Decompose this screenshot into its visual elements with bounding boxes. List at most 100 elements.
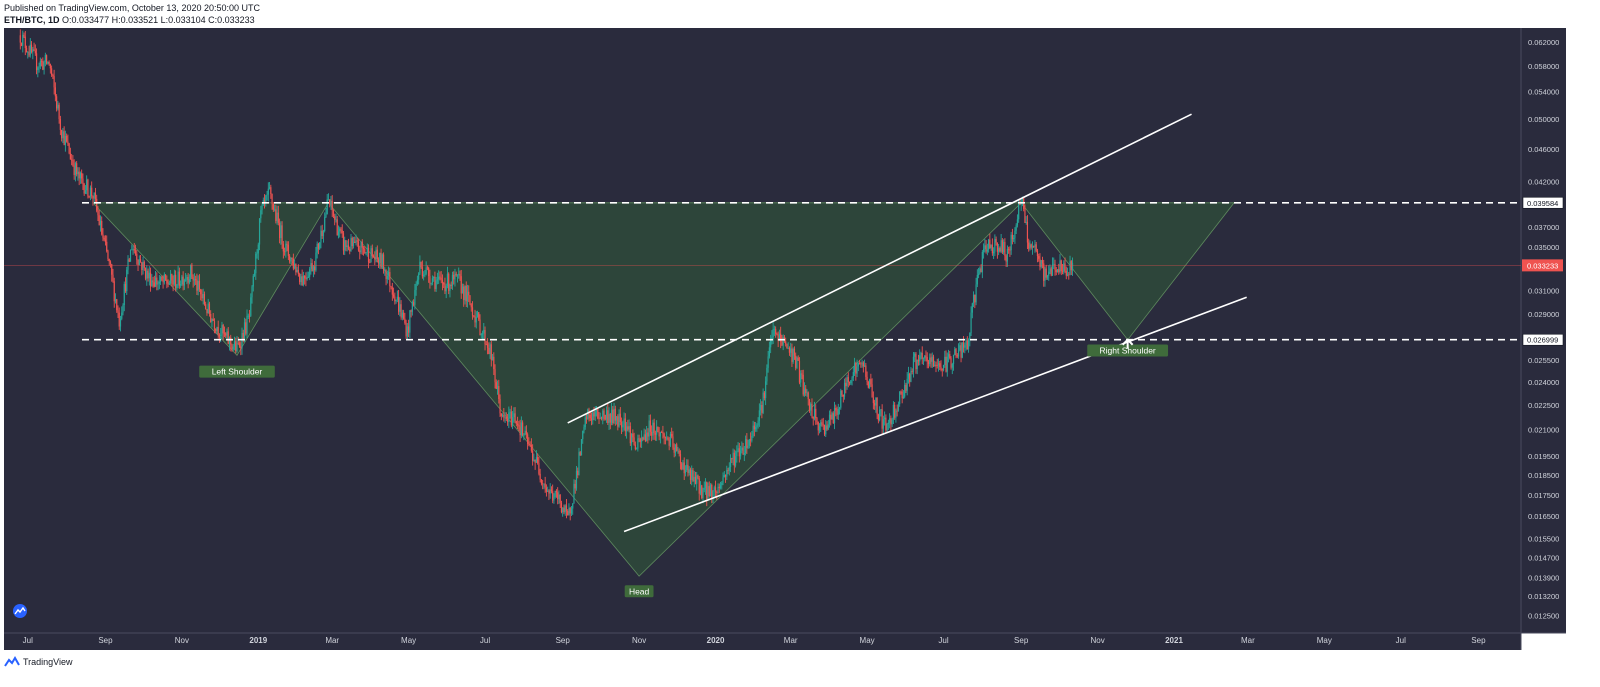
candle-body bbox=[379, 252, 381, 264]
candle-body bbox=[863, 365, 866, 367]
candle-body bbox=[408, 326, 410, 333]
candle-body bbox=[818, 426, 821, 431]
trend-line-1[interactable] bbox=[567, 113, 1192, 424]
candle-body bbox=[461, 286, 464, 294]
candle-body bbox=[420, 261, 422, 268]
candle-body bbox=[22, 34, 24, 46]
candle-body bbox=[505, 417, 507, 419]
candle-body bbox=[544, 483, 546, 488]
candle-body bbox=[241, 332, 243, 349]
candle-body bbox=[760, 404, 762, 411]
y-tick-label: 0.054000 bbox=[1528, 88, 1559, 97]
candle-body bbox=[162, 280, 164, 283]
candle-body bbox=[580, 439, 583, 456]
candle-body bbox=[296, 269, 298, 273]
candle-body bbox=[763, 392, 765, 398]
candle-body bbox=[39, 61, 41, 67]
price-axis[interactable] bbox=[1521, 28, 1566, 633]
candle-body bbox=[251, 286, 253, 298]
candle-body bbox=[1024, 208, 1026, 223]
candle-body bbox=[459, 274, 461, 277]
candle-body bbox=[806, 392, 808, 394]
candle-body bbox=[654, 433, 656, 435]
candle-body bbox=[304, 275, 306, 279]
x-tick-label: Sep bbox=[556, 636, 571, 645]
candle-body bbox=[545, 487, 548, 492]
candle-body bbox=[866, 376, 868, 383]
candle-body bbox=[301, 276, 303, 285]
symbol-line: ETH/BTC, 1D O:0.033477 H:0.033521 L:0.03… bbox=[4, 14, 260, 26]
candle-body bbox=[560, 502, 563, 513]
time-axis[interactable] bbox=[4, 633, 1521, 650]
candle-body bbox=[957, 350, 960, 357]
candle-body bbox=[617, 416, 619, 427]
candle-body bbox=[443, 283, 445, 285]
candle-body bbox=[939, 363, 941, 367]
candle-body bbox=[952, 355, 955, 364]
candle-body bbox=[32, 49, 34, 53]
candle-body bbox=[954, 349, 956, 356]
candle-body bbox=[360, 241, 362, 253]
candle-body bbox=[423, 274, 425, 277]
candle-body bbox=[335, 219, 337, 221]
candle-body bbox=[297, 269, 299, 275]
candle-body bbox=[220, 334, 222, 336]
y-tick-label: 0.058000 bbox=[1528, 62, 1559, 71]
candle-body bbox=[553, 497, 555, 501]
candle-body bbox=[325, 214, 327, 218]
candle-body bbox=[548, 490, 550, 494]
candle-body bbox=[756, 425, 758, 427]
candle-body bbox=[464, 285, 466, 301]
candle-body bbox=[990, 244, 992, 248]
footer-brand[interactable]: TradingView bbox=[4, 655, 73, 669]
candle-body bbox=[255, 253, 257, 274]
candle-body bbox=[213, 320, 216, 329]
candle-body bbox=[273, 209, 276, 211]
candle-body bbox=[406, 326, 408, 337]
candle-body bbox=[974, 295, 976, 303]
candle-body bbox=[731, 458, 733, 460]
candle-body bbox=[524, 430, 526, 435]
candle-body bbox=[489, 344, 491, 355]
candle-body bbox=[252, 275, 254, 287]
candle-body bbox=[936, 365, 938, 366]
candle-body bbox=[278, 222, 281, 239]
y-tick-label: 0.035000 bbox=[1528, 243, 1559, 252]
candle-body bbox=[875, 397, 877, 406]
candle-body bbox=[124, 284, 127, 292]
candle-body bbox=[352, 241, 355, 247]
x-tick-label: Nov bbox=[1090, 636, 1104, 645]
candle-body bbox=[884, 417, 886, 420]
candle-body bbox=[941, 369, 943, 371]
candle-body bbox=[138, 259, 140, 265]
candle-body bbox=[574, 483, 576, 489]
candle-body bbox=[924, 355, 926, 359]
candle-body bbox=[1058, 269, 1060, 273]
candle-body bbox=[387, 272, 390, 276]
candle-body bbox=[870, 379, 872, 385]
trend-line-2[interactable] bbox=[623, 296, 1247, 533]
candle-body bbox=[69, 153, 71, 160]
x-tick-label: Nov bbox=[632, 636, 646, 645]
candle-body bbox=[1035, 244, 1037, 251]
candle-body bbox=[871, 384, 873, 398]
candle-body bbox=[389, 272, 391, 287]
x-tick-label: Mar bbox=[325, 636, 339, 645]
candle-body bbox=[456, 274, 459, 276]
candle-body bbox=[372, 256, 375, 257]
candle-body bbox=[726, 469, 728, 477]
candle-body bbox=[975, 284, 977, 303]
candle-body bbox=[676, 444, 678, 451]
candle-body bbox=[400, 304, 402, 318]
candle-body bbox=[257, 244, 259, 254]
candle-body bbox=[1069, 261, 1071, 275]
candle-body bbox=[771, 336, 773, 340]
candle-body bbox=[176, 284, 178, 289]
candle-body bbox=[537, 457, 539, 464]
candle-body bbox=[517, 423, 519, 426]
candle-body bbox=[126, 269, 128, 292]
candle-body bbox=[82, 178, 84, 184]
candle-body bbox=[429, 276, 431, 284]
candle-body bbox=[79, 173, 82, 179]
